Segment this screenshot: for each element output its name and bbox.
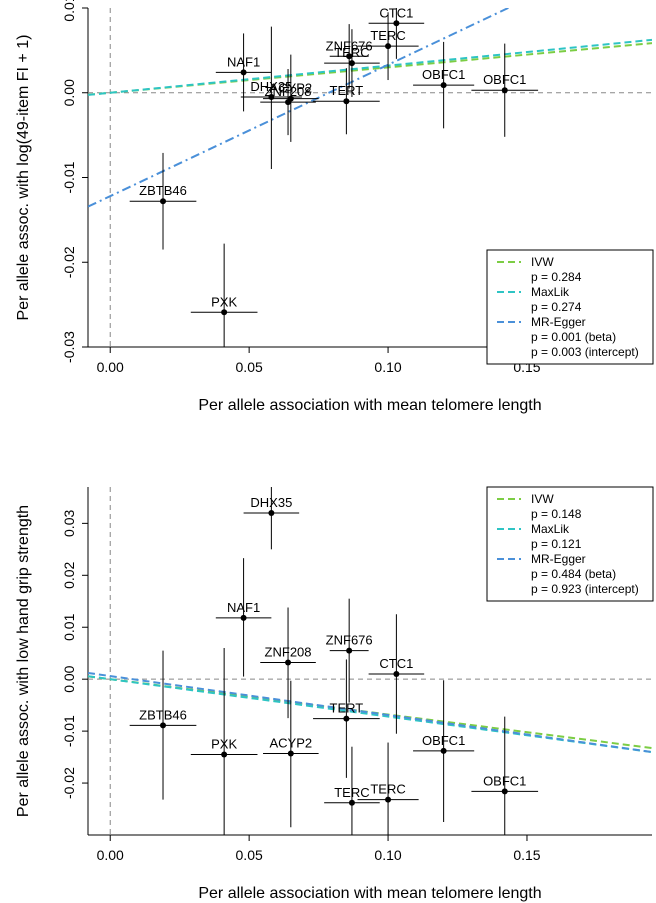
- point-label: OBFC1: [422, 67, 465, 82]
- data-point: [240, 614, 247, 621]
- legend-entry-stat: p = 0.148: [531, 507, 582, 521]
- legend-box: [486, 249, 654, 365]
- legend-box: [486, 486, 654, 602]
- data-point: [346, 53, 353, 60]
- point-label: TERC: [334, 45, 369, 60]
- y-tick-label: -0.01: [61, 161, 77, 193]
- legend-entry-stat: p = 0.274: [531, 300, 582, 314]
- fit-line-mr-egger: [88, 671, 652, 754]
- legend-entry-stat: p = 0.001 (beta): [531, 330, 616, 344]
- x-tick-label: 0.10: [374, 359, 401, 375]
- point-label: ACYP2: [269, 81, 312, 96]
- data-point: [343, 98, 350, 105]
- point-label: TERC: [370, 782, 405, 797]
- point-label: ZNF208: [265, 84, 312, 99]
- point-label: CTC1: [379, 656, 413, 671]
- y-tick-label: 0.00: [61, 79, 77, 106]
- y-tick-label: 0.01: [61, 613, 77, 640]
- point-label: TERT: [330, 701, 364, 716]
- data-point: [343, 715, 350, 722]
- legend-entry-name: MR-Egger: [531, 315, 586, 329]
- data-point: [440, 82, 447, 89]
- data-point: [221, 309, 228, 316]
- legend-entry-name: MaxLik: [531, 285, 570, 299]
- data-point: [501, 87, 508, 94]
- data-point: [348, 60, 355, 67]
- point-label: ZBTB46: [139, 707, 187, 722]
- point-label: OBFC1: [422, 733, 465, 748]
- fit-line-maxlik: [88, 38, 652, 96]
- point-label: NAF1: [227, 54, 260, 69]
- data-point: [440, 747, 447, 754]
- data-point: [348, 799, 355, 806]
- y-axis-title: Per allele assoc. with low hand grip str…: [15, 505, 32, 817]
- point-label: DHX35: [250, 495, 292, 510]
- data-point: [285, 99, 292, 106]
- point-label: PXK: [211, 294, 237, 309]
- legend-entry-stat: p = 0.003 (intercept): [531, 345, 639, 359]
- y-tick-label: 0.00: [61, 665, 77, 692]
- x-tick-label: 0.00: [97, 847, 124, 863]
- legend-entry-stat: p = 0.923 (intercept): [531, 582, 639, 596]
- legend-entry-stat: p = 0.284: [531, 270, 582, 284]
- legend-entry-stat: p = 0.121: [531, 537, 582, 551]
- fit-line-mr-egger: [88, 8, 511, 208]
- x-tick-label: 0.05: [236, 359, 263, 375]
- x-tick-label: 0.00: [97, 359, 124, 375]
- point-label: NAF1: [227, 600, 260, 615]
- point-label: ACYP2: [269, 735, 312, 750]
- x-axis-title: Per allele association with mean telomer…: [198, 885, 541, 902]
- point-label: TERC: [334, 785, 369, 800]
- y-tick-label: -0.02: [61, 246, 77, 278]
- data-point: [393, 670, 400, 677]
- point-label: TERC: [370, 28, 405, 43]
- point-label: OBFC1: [483, 773, 526, 788]
- legend-entry-name: IVW: [531, 492, 554, 506]
- point-label: ZNF676: [326, 633, 373, 648]
- point-label: ZNF208: [265, 645, 312, 660]
- legend-entry-name: MR-Egger: [531, 552, 586, 566]
- data-point: [240, 69, 247, 76]
- chart-panel-1: -0.03-0.02-0.010.000.010.00 0.05 0.10 0.15P…: [15, 0, 654, 414]
- data-point: [393, 20, 400, 27]
- x-tick-label: 0.15: [513, 847, 540, 863]
- x-axis-title: Per allele association with mean telomer…: [198, 397, 541, 414]
- data-point: [501, 788, 508, 795]
- legend-entry-name: MaxLik: [531, 522, 570, 536]
- data-point: [160, 198, 167, 205]
- y-tick-label: -0.01: [61, 715, 77, 747]
- x-tick-label: 0.05: [236, 847, 263, 863]
- point-label: PXK: [211, 736, 237, 751]
- point-label: TERT: [330, 83, 364, 98]
- point-label: ZNF676: [326, 38, 373, 53]
- y-tick-label: 0.03: [61, 510, 77, 537]
- data-point: [268, 509, 275, 516]
- plot-area: [88, 487, 652, 835]
- plot-area: [88, 8, 652, 347]
- data-point: [385, 796, 392, 803]
- data-point: [385, 43, 392, 50]
- data-point: [287, 750, 294, 757]
- y-tick-label: -0.02: [61, 767, 77, 799]
- data-point: [346, 647, 353, 654]
- legend-entry-stat: p = 0.484 (beta): [531, 567, 616, 581]
- point-label: OBFC1: [483, 72, 526, 87]
- chart-panel-2: -0.02 -0.01 0.00 0.01 0.02 0.03 0.00 0.05 0.10 0.…: [15, 486, 654, 902]
- data-point: [160, 722, 167, 729]
- data-point: [221, 751, 228, 758]
- point-label: DHX35: [250, 79, 292, 94]
- data-point: [285, 659, 292, 666]
- y-tick-label: -0.03: [61, 331, 77, 363]
- legend-entry-name: IVW: [531, 255, 554, 269]
- point-label: ZBTB46: [139, 183, 187, 198]
- x-tick-label: 0.10: [374, 847, 401, 863]
- point-label: CTC1: [379, 5, 413, 20]
- y-tick-label: 0.02: [61, 561, 77, 588]
- y-axis-title: Per allele assoc. with log(49-item FI + …: [15, 35, 32, 321]
- y-tick-label: 0.01: [61, 0, 77, 22]
